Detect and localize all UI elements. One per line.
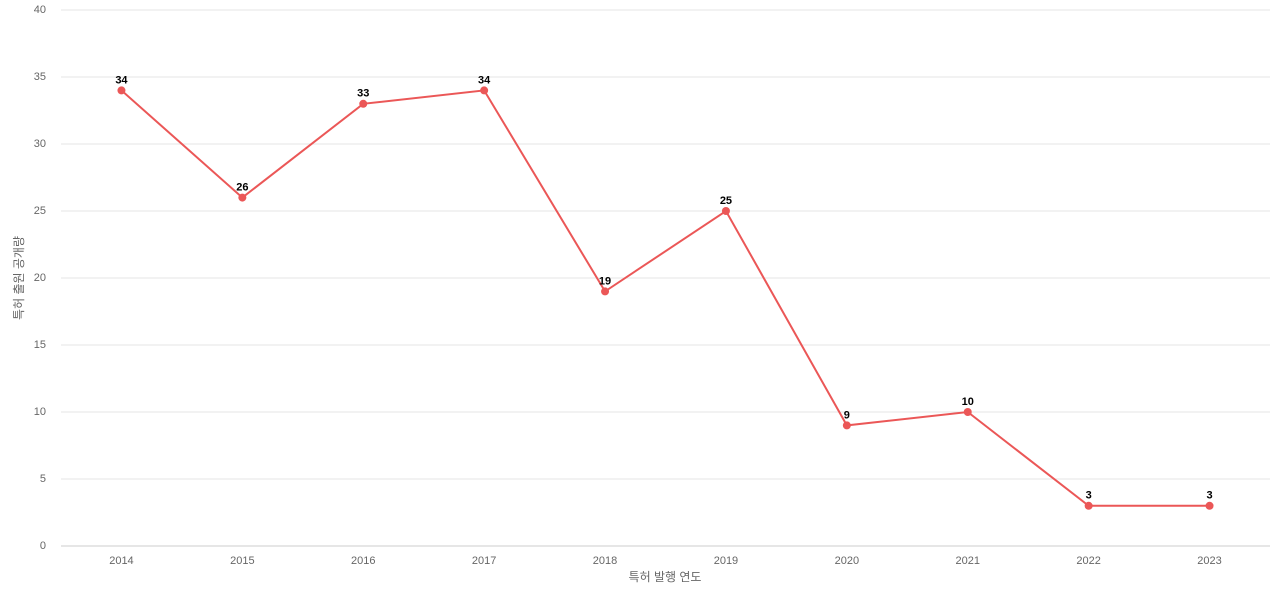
y-tick-label: 25 (34, 205, 46, 217)
data-label: 10 (962, 396, 974, 408)
data-label: 33 (357, 88, 369, 100)
point (238, 193, 247, 202)
x-tick-label: 2019 (714, 555, 738, 567)
point (601, 287, 610, 296)
data-label: 3 (1206, 490, 1212, 502)
point (480, 86, 489, 95)
x-axis-label: 특허 발행 연도 (629, 569, 702, 584)
data-label: 25 (720, 195, 732, 207)
data-label: 9 (844, 409, 850, 421)
y-tick-label: 35 (34, 71, 46, 83)
y-tick-label: 10 (34, 406, 46, 418)
point (721, 207, 730, 215)
y-tick-label: 0 (40, 540, 46, 552)
x-tick-label: 2017 (472, 555, 496, 567)
x-tick-label: 2015 (230, 555, 254, 567)
x-tick-label: 2018 (593, 555, 617, 567)
point (117, 86, 126, 95)
x-tick-label: 2023 (1197, 555, 1221, 567)
data-label: 34 (478, 74, 491, 86)
point (842, 421, 851, 430)
y-axis-label: 특허 출원 공개량 (12, 236, 26, 320)
x-tick-label: 2022 (1076, 555, 1100, 567)
point (1084, 501, 1093, 510)
y-tick-label: 15 (34, 339, 46, 351)
x-tick-label: 2014 (109, 555, 133, 567)
x-tick-label: 2020 (835, 555, 859, 567)
point (359, 99, 368, 108)
x-tick-label: 2021 (956, 555, 980, 567)
data-label: 26 (236, 182, 248, 194)
point (1205, 501, 1214, 510)
y-tick-label: 20 (34, 272, 46, 284)
y-tick-label: 30 (34, 138, 46, 150)
data-label: 3 (1086, 490, 1092, 502)
y-tick-label: 40 (34, 4, 46, 16)
data-label: 34 (115, 74, 128, 86)
x-tick-label: 2016 (351, 555, 375, 567)
point (963, 408, 972, 416)
y-tick-label: 5 (40, 473, 46, 485)
line (120, 89, 1210, 507)
data-label: 19 (599, 275, 611, 287)
